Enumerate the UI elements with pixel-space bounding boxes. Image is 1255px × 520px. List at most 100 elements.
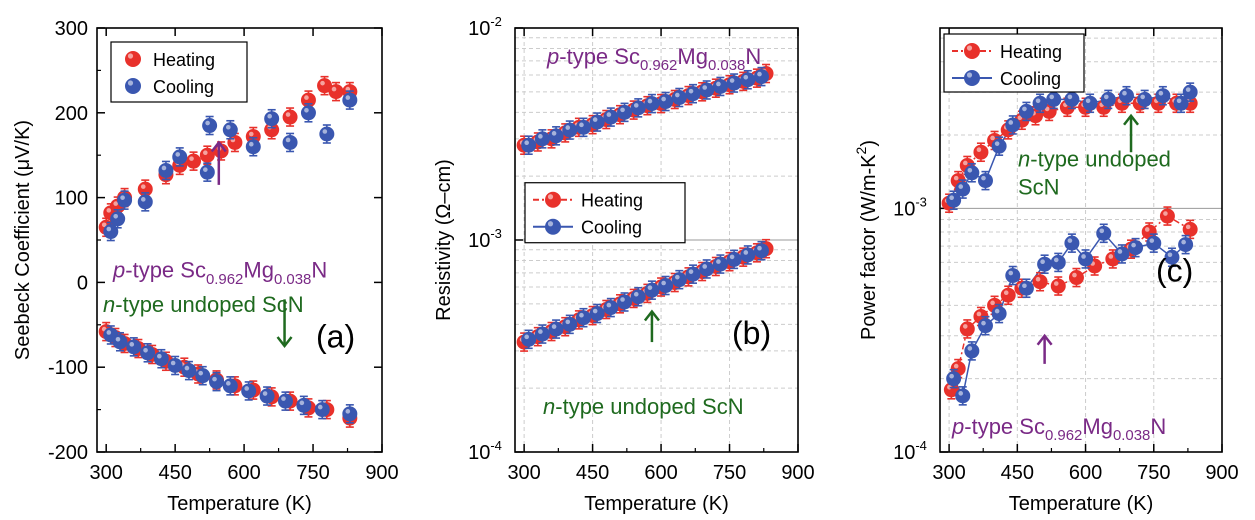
data-point-cooling <box>575 307 591 328</box>
marker-highlight <box>345 95 351 100</box>
marker-highlight <box>647 285 653 290</box>
x-axis-title: Temperature (K) <box>167 493 312 515</box>
data-point-heating <box>1000 285 1016 306</box>
marker-dot <box>140 345 156 361</box>
marker-highlight <box>120 195 125 200</box>
x-axis-title: Temperature (K) <box>1009 493 1154 515</box>
data-point-cooling <box>112 331 128 352</box>
x-tick-label: 450 <box>158 462 191 484</box>
data-point-cooling <box>726 249 742 270</box>
data-point-cooling <box>699 80 715 100</box>
data-point-cooling <box>1037 254 1053 274</box>
chart-panel-a: 300 450 600 750 900 -200 -100 0 100 200 300 Tempera… <box>12 18 399 515</box>
data-point-heating <box>959 319 975 339</box>
x-tick-label: 900 <box>1205 462 1238 484</box>
marker-highlight <box>661 280 666 286</box>
marker-highlight <box>248 131 254 137</box>
marker-dot <box>1182 84 1198 100</box>
marker-dot <box>342 406 358 422</box>
marker-dot <box>126 339 142 355</box>
series-annotation: p-type Sc0.962Mg0.038N <box>546 44 761 74</box>
marker-dot <box>1005 117 1021 133</box>
marker-dot <box>186 153 202 169</box>
marker-dot <box>977 318 993 334</box>
y-tick-label: 10-4 <box>468 438 502 464</box>
marker-highlight <box>1067 94 1073 100</box>
y-tick-label: 200 <box>55 103 88 125</box>
marker-dot <box>575 119 591 135</box>
marker-dot <box>110 211 126 227</box>
marker-highlight <box>757 245 762 251</box>
series-annotation: p-type Sc0.962Mg0.038N <box>112 258 327 288</box>
marker-highlight <box>1022 106 1027 112</box>
marker-highlight <box>1099 228 1105 234</box>
marker-dot <box>282 134 298 150</box>
marker-highlight <box>299 400 305 406</box>
data-point-cooling <box>117 190 133 210</box>
legend-label: Cooling <box>581 218 642 238</box>
legend-highlight <box>547 221 554 227</box>
marker-highlight <box>565 125 571 130</box>
marker-highlight <box>1176 98 1182 104</box>
data-point-cooling <box>955 386 971 406</box>
marker-highlight <box>170 360 176 366</box>
x-tick-label: 750 <box>713 462 746 484</box>
data-point-cooling <box>617 292 633 312</box>
marker-highlight <box>189 156 194 161</box>
marker-highlight <box>620 107 625 113</box>
marker-dot <box>1128 240 1144 256</box>
data-point-cooling <box>259 386 275 406</box>
marker-highlight <box>675 92 680 98</box>
marker-dot <box>342 92 358 108</box>
data-point-heating <box>317 75 333 96</box>
marker-dot <box>1155 88 1171 104</box>
marker-highlight <box>304 108 309 113</box>
data-point-cooling <box>110 209 126 229</box>
marker-highlight <box>953 363 959 369</box>
marker-highlight <box>962 324 968 329</box>
marker-highlight <box>1144 227 1150 232</box>
y-tick-label: -100 <box>48 357 88 379</box>
marker-dot <box>199 164 215 180</box>
x-tick-label: 900 <box>365 462 398 484</box>
data-point-cooling <box>1032 93 1048 114</box>
data-point-cooling <box>172 147 188 167</box>
marker-highlight <box>106 208 112 213</box>
series-annotation: n-type undoped ScN <box>103 292 304 317</box>
data-point-cooling <box>521 135 537 156</box>
data-point-cooling <box>222 119 238 140</box>
marker-highlight <box>1067 238 1073 243</box>
marker-dot <box>1000 287 1016 303</box>
marker-highlight <box>203 167 208 172</box>
marker-highlight <box>161 165 167 171</box>
marker-highlight <box>953 175 959 181</box>
marker-dot <box>946 371 962 387</box>
legend-label: Cooling <box>1000 69 1061 89</box>
series-line <box>952 232 1187 399</box>
data-point-cooling <box>1050 252 1066 273</box>
arrow-head <box>276 336 293 349</box>
data-point-cooling <box>575 117 591 138</box>
marker-dot <box>1018 280 1034 296</box>
marker-highlight <box>1003 290 1009 296</box>
marker-dot <box>1146 235 1162 251</box>
marker-dot <box>167 358 183 374</box>
marker-highlight <box>1149 238 1155 243</box>
marker-dot <box>319 126 335 142</box>
data-point-cooling <box>1146 233 1162 253</box>
marker-dot <box>753 243 769 259</box>
marker-dot <box>521 331 537 347</box>
marker-highlight <box>990 300 995 306</box>
data-point-cooling <box>158 160 174 181</box>
marker-highlight <box>702 85 708 90</box>
legend-highlight <box>966 72 973 78</box>
data-point-cooling <box>195 365 211 386</box>
marker-highlight <box>592 308 598 314</box>
marker-highlight <box>949 195 954 201</box>
data-point-cooling <box>658 275 674 296</box>
marker-dot <box>603 300 619 316</box>
legend-highlight <box>127 53 134 59</box>
arrow-head <box>210 140 227 153</box>
marker-highlight <box>1040 259 1045 264</box>
marker-highlight <box>1140 94 1145 100</box>
